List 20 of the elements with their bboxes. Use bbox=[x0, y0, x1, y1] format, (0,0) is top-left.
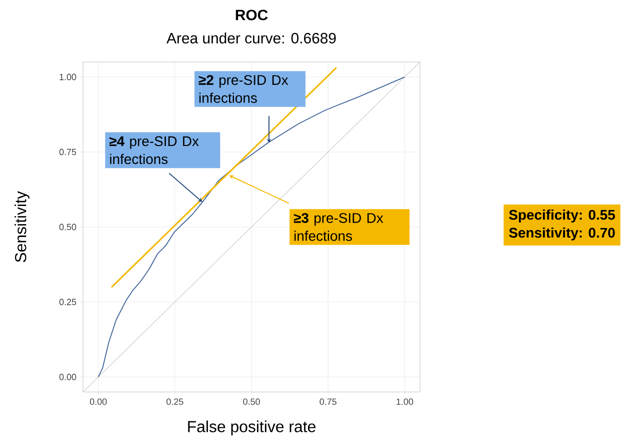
annotation: ≥3 pre-SID Dx infections bbox=[294, 213, 384, 241]
x-tick-label: 1.00 bbox=[396, 398, 414, 405]
x-tick-label: 0.00 bbox=[90, 398, 107, 405]
y-tick-label: 0.00 bbox=[59, 374, 76, 380]
y-tick-label: 0.25 bbox=[59, 298, 76, 306]
y-tick-label: 1.00 bbox=[60, 74, 76, 80]
chart-subtitle: Area under curve: 0.6689 bbox=[166, 32, 336, 44]
x-tick-label: 0.25 bbox=[166, 398, 184, 405]
y-tick-label: 0.50 bbox=[59, 224, 76, 230]
y-tick-label: 0.75 bbox=[59, 148, 76, 156]
annotation: ≥2 pre-SID Dx infections bbox=[198, 75, 288, 103]
line-series bbox=[98, 76, 406, 378]
x-axis-title: False positive rate bbox=[188, 420, 316, 436]
y-axis-title: Sensitivity bbox=[14, 191, 30, 262]
chart-title: ROC bbox=[236, 10, 268, 20]
x-tick-label: 0.50 bbox=[243, 398, 260, 405]
annotation: ≥4 pre-SID Dx infections bbox=[109, 136, 199, 164]
text: Specificity: 0.55 bbox=[509, 210, 615, 223]
x-tick-label: 0.75 bbox=[320, 398, 336, 405]
text: Sensitivity: 0.70 bbox=[509, 227, 615, 240]
